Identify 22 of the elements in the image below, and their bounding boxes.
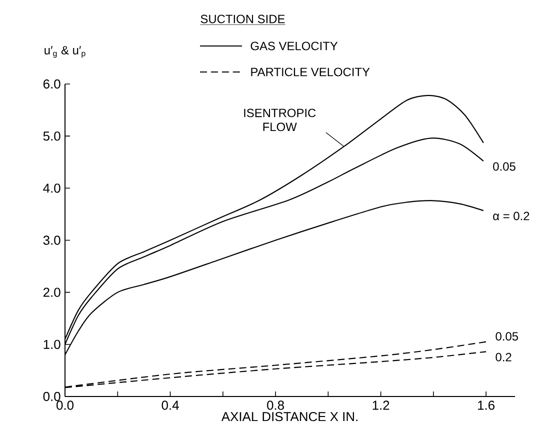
y-tick-label: 3.0 (43, 236, 60, 245)
x-tick-label: 0.8 (267, 400, 284, 410)
x-tick-label: 0.0 (56, 400, 74, 410)
x-tick-label: 0.4 (162, 400, 179, 410)
y-axis-title: u′$_{g}$ & u′$_{p}$ (44, 46, 86, 58)
x-tick-label: 1.2 (372, 400, 390, 410)
y-tick-label: 0.0 (43, 392, 60, 402)
annotation: ISENTROPIC FLOW (244, 108, 316, 132)
y-tick-label: 6.0 (43, 79, 60, 89)
legend-title: SUCTION SIDE (200, 14, 285, 24)
x-axis-title: AXIAL DISTANCE X IN. (221, 412, 358, 422)
annotation: α = 0.2 (493, 212, 530, 220)
y-tick-label: 5.0 (43, 131, 60, 141)
y-tick-label: 2.0 (43, 288, 60, 297)
x-tick-label: 1.6 (478, 400, 494, 410)
annotation: 0.2 (496, 352, 512, 362)
legend-label: PARTICLE VELOCITY (251, 68, 370, 76)
y-tick-label: 4.0 (43, 184, 60, 193)
y-tick-label: 1.0 (44, 340, 60, 349)
annotation: 0.05 (496, 332, 518, 341)
annotation: 0.05 (493, 162, 516, 171)
legend-label: GAS VELOCITY (250, 42, 338, 50)
